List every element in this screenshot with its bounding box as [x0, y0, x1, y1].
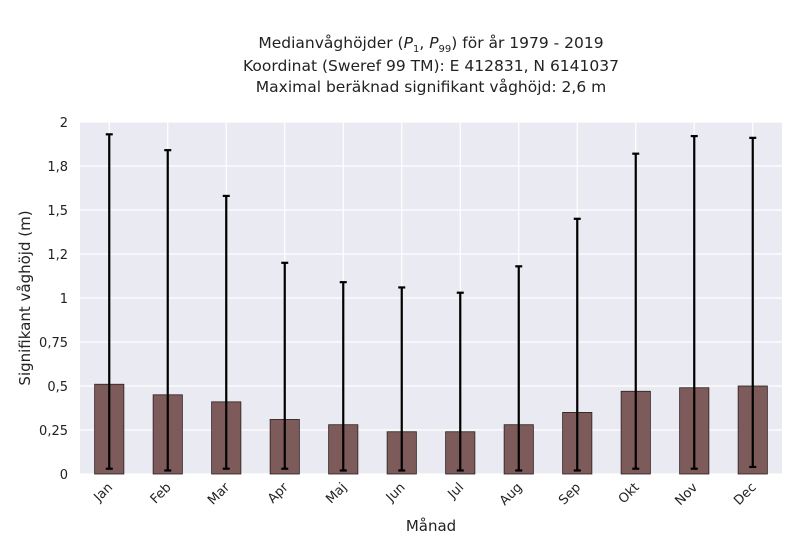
error-bar-nov — [690, 134, 698, 470]
y-tick-label: 0 — [60, 468, 68, 483]
y-tick-label: 2 — [60, 116, 68, 131]
error-bar-aug — [515, 265, 523, 472]
x-tick-label: Jun — [383, 480, 409, 506]
chart-title-line-2: Koordinat (Sweref 99 TM): E 412831, N 61… — [243, 57, 619, 75]
error-bar-dec — [749, 136, 757, 469]
y-tick-label: 1,2 — [47, 248, 68, 263]
error-bar-feb — [164, 149, 172, 472]
error-bar-jul — [456, 291, 464, 472]
y-tick-label: 0,25 — [39, 424, 68, 439]
error-bar-sep — [573, 217, 581, 472]
x-tick-label: Feb — [148, 480, 175, 507]
y-tick-label: 1,5 — [47, 204, 68, 219]
error-bar-apr — [281, 261, 289, 470]
error-bar-okt — [632, 152, 640, 470]
x-tick-label: Jan — [91, 480, 116, 505]
x-tick-label: Apr — [265, 480, 292, 507]
y-axis-label: Signifikant våghöjd (m) — [16, 210, 34, 385]
x-tick-label: Sep — [556, 480, 584, 508]
x-tick-label: Nov — [673, 480, 702, 509]
chart-title-line-1: Medianvåghöjder (P1, P99) för år 1979 - … — [258, 34, 604, 56]
y-tick-label: 0,5 — [47, 380, 68, 395]
y-tick-label: 1 — [60, 292, 68, 307]
x-tick-label: Dec — [731, 480, 759, 508]
x-tick-label: Maj — [323, 480, 350, 507]
x-tick-label: Mar — [205, 480, 233, 508]
x-tick-label: Jul — [445, 480, 467, 502]
x-axis-label: Månad — [406, 517, 456, 535]
y-tick-label: 1,8 — [47, 160, 68, 175]
x-tick-label: Aug — [497, 480, 526, 509]
y-axis-ticks: 0 0,25 0,5 0,75 1 1,2 1,5 1,8 2 — [39, 116, 68, 483]
y-tick-label: 0,75 — [39, 336, 68, 351]
error-bars — [105, 133, 757, 472]
x-tick-label: Okt — [616, 480, 643, 507]
x-axis-ticks: Jan Feb Mar Apr Maj Jun Jul Aug Sep Okt Nov Dec — [91, 480, 760, 509]
error-bar-mar — [222, 194, 230, 470]
error-bar-jan — [105, 133, 113, 470]
chart-title-line-3: Maximal beräknad signifikant våghöjd: 2,… — [255, 78, 607, 96]
error-bar-maj — [339, 281, 347, 472]
error-bar-jun — [398, 286, 406, 472]
